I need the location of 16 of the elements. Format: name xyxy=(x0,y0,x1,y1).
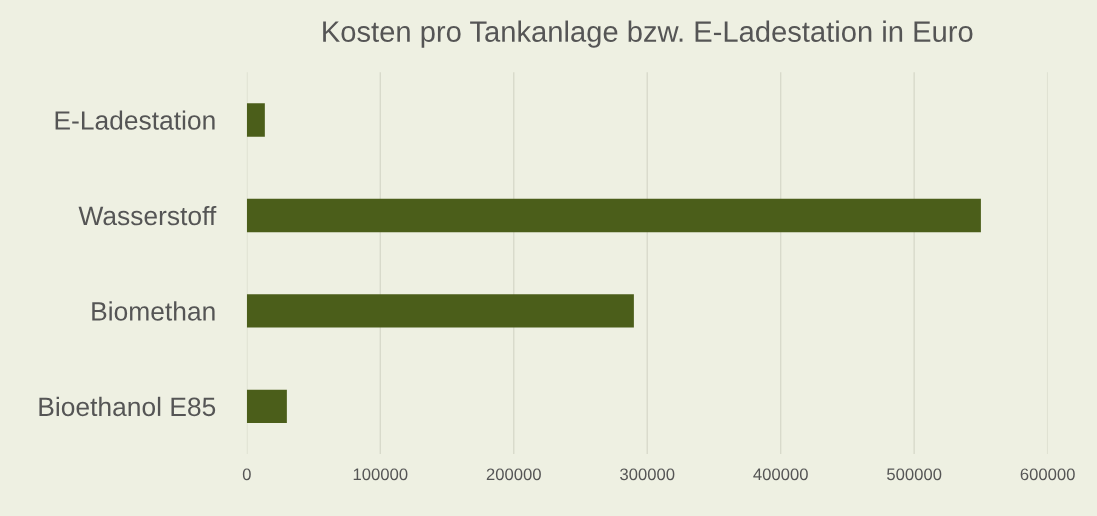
x-tick-label: 600000 xyxy=(1020,468,1075,481)
chart-title: Kosten pro Tankanlage bzw. E-Ladestation in Euro xyxy=(323,20,973,48)
y-tick-label: E-Ladestation xyxy=(55,110,215,130)
x-tick-label: 400000 xyxy=(753,468,808,481)
y-tick-label: Bioethanol E85 xyxy=(39,396,216,417)
bar xyxy=(246,103,265,137)
x-tick-label: 200000 xyxy=(486,468,541,481)
x-tick-label: 100000 xyxy=(353,468,408,481)
x-tick-label: 500000 xyxy=(887,468,942,481)
bar xyxy=(246,198,981,233)
x-tick-label: 300000 xyxy=(620,468,675,481)
y-tick-label: Wasserstoff xyxy=(78,205,217,226)
x-tick-label: 0 xyxy=(242,468,251,481)
y-tick-label: Biomethan xyxy=(92,301,215,321)
bar xyxy=(246,389,287,424)
bar xyxy=(246,294,634,328)
